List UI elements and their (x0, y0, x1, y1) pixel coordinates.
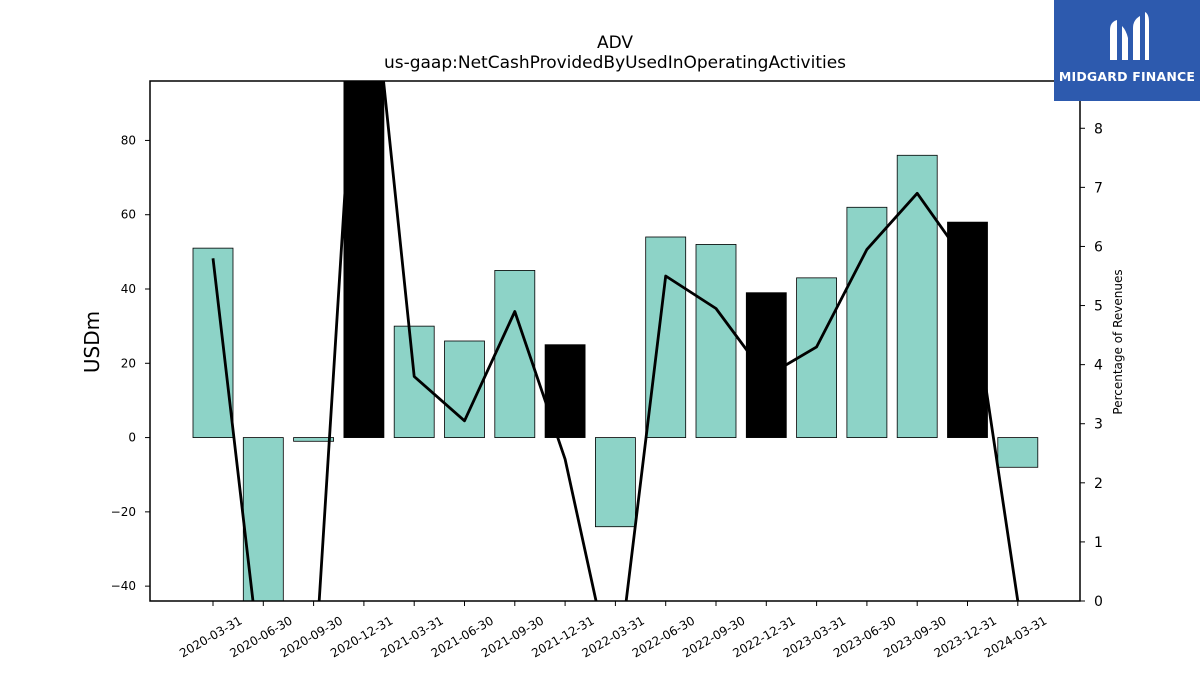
y2-tick-label: 1 (1094, 535, 1103, 551)
y2-axis-label: Percentage of Revenues (1111, 269, 1125, 414)
bar-2022-06-30 (645, 236, 687, 438)
midgard-logo-icon (1110, 12, 1149, 60)
x-axis: 2020-03-312020-06-302020-09-302020-12-31… (177, 601, 1049, 660)
bar-2020-12-31 (343, 81, 385, 438)
y2-tick-label: 6 (1094, 239, 1103, 255)
y2-tick-label: 7 (1094, 180, 1103, 196)
bar-2023-06-30 (846, 206, 888, 438)
y2-tick-label: 5 (1094, 299, 1103, 315)
y-tick-label: 60 (121, 208, 136, 222)
y2-tick-label: 4 (1094, 358, 1103, 374)
bar-2020-03-31 (192, 247, 234, 438)
bar-2023-03-31 (796, 277, 837, 438)
bar-2021-03-31 (393, 325, 435, 438)
chart-subtitle: us-gaap:NetCashProvidedByUsedInOperating… (384, 53, 846, 73)
revenue-percentage-line (211, 81, 1020, 601)
right-axis: 0 1 2 3 4 5 6 7 8 (1080, 121, 1103, 610)
bar-2023-09-30 (896, 154, 938, 438)
bar-2022-12-31 (745, 292, 787, 438)
y2-tick-label: 0 (1094, 594, 1103, 610)
chart-title: ADV (597, 33, 633, 53)
bar-series (192, 81, 1039, 601)
y-tick-label: 20 (121, 356, 136, 370)
midgard-finance-logo: MIDGARD FINANCE (1054, 0, 1200, 101)
logo-text: MIDGARD FINANCE (1058, 69, 1196, 84)
y-tick-label: 80 (121, 133, 136, 147)
y-tick-label: −20 (111, 505, 136, 519)
y-tick-label: 40 (121, 282, 136, 296)
bar-2023-12-31 (947, 221, 988, 438)
line-series (211, 81, 1020, 601)
y2-tick-label: 2 (1094, 476, 1103, 492)
bar-2022-03-31 (595, 437, 636, 528)
y-tick-label: 0 (128, 431, 136, 445)
bar-2022-09-30 (695, 244, 737, 438)
y2-tick-label: 8 (1094, 121, 1103, 137)
bar-2021-12-31 (544, 344, 586, 438)
y2-tick-label: 3 (1094, 417, 1103, 433)
bar-2020-09-30 (293, 437, 335, 442)
bar-2024-03-31 (997, 437, 1039, 468)
y-tick-label: −40 (111, 579, 136, 593)
y-axis-label: USDm (80, 311, 104, 373)
left-axis: −40 −20 0 20 40 60 80 (111, 133, 150, 593)
